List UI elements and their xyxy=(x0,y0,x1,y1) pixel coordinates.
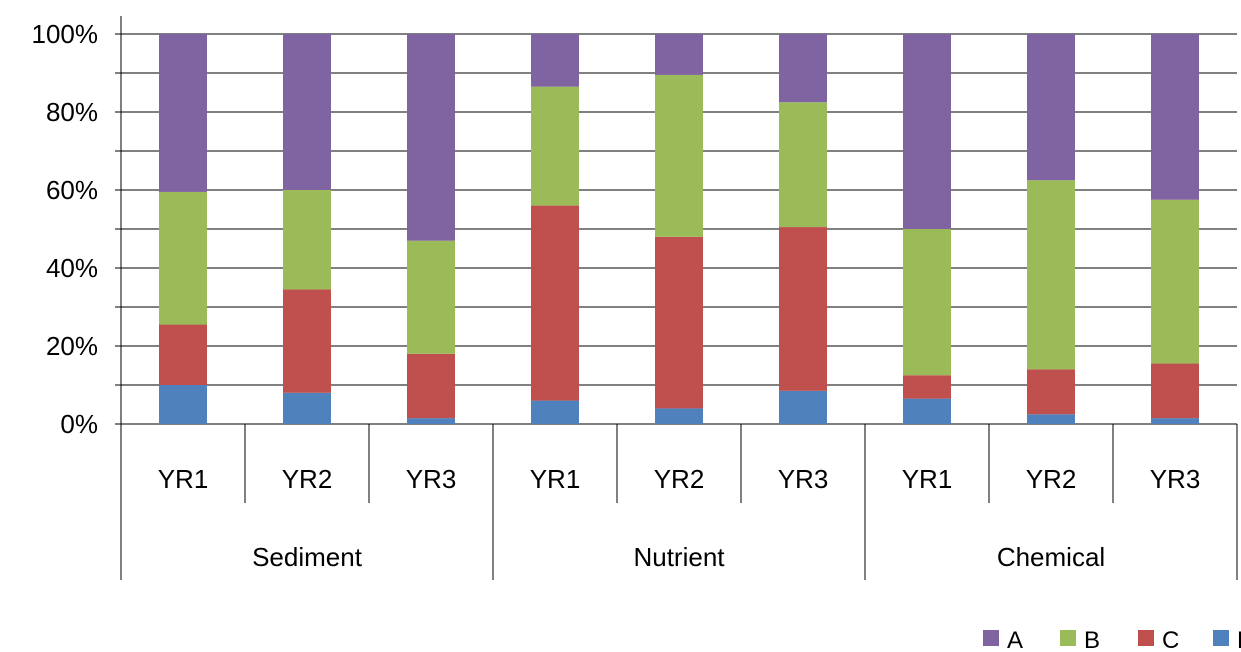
legend-label: B xyxy=(1084,627,1100,652)
bars xyxy=(159,34,1199,424)
category-label: YR2 xyxy=(1026,464,1077,494)
legend-swatch-d xyxy=(1213,630,1229,646)
bar-segment-b xyxy=(407,240,455,354)
y-tick-label: 0% xyxy=(60,409,98,439)
legend-swatch-b xyxy=(1060,630,1076,646)
bar-segment-a xyxy=(779,34,827,103)
bar-segment-d xyxy=(531,400,579,424)
bar-segment-a xyxy=(655,34,703,75)
bar-segment-c xyxy=(1027,369,1075,415)
bar-segment-d xyxy=(1151,418,1199,424)
bar-segment-a xyxy=(159,34,207,192)
category-label: YR1 xyxy=(530,464,581,494)
legend-swatch-a xyxy=(983,630,999,646)
category-label: YR3 xyxy=(406,464,457,494)
category-label: YR3 xyxy=(1150,464,1201,494)
bar-segment-d xyxy=(407,418,455,424)
legend-label: D xyxy=(1237,627,1241,652)
y-tick-label: 60% xyxy=(46,175,98,205)
bar-segment-a xyxy=(1027,34,1075,181)
bar-segment-d xyxy=(283,392,331,424)
bar-segment-c xyxy=(531,205,579,401)
bar-segment-d xyxy=(655,408,703,424)
bar-segment-c xyxy=(903,375,951,399)
y-tick-label: 20% xyxy=(46,331,98,361)
bar-segment-d xyxy=(779,390,827,424)
legend-label: C xyxy=(1162,627,1179,652)
bar-segment-b xyxy=(531,86,579,206)
bar-segment-a xyxy=(531,34,579,87)
axes: 0% 20% 40% 60% 80% 100% YR1 YR2 YR3 YR1 YR2 YR3 YR1 Y… xyxy=(32,16,1238,580)
bar-segment-c xyxy=(1151,363,1199,419)
bar-segment-c xyxy=(779,227,827,391)
bar-segment-b xyxy=(1151,199,1199,364)
bar-segment-b xyxy=(655,74,703,237)
bar-segment-c xyxy=(159,324,207,385)
group-label: Sediment xyxy=(252,542,363,572)
bar-segment-c xyxy=(407,353,455,419)
category-label: YR2 xyxy=(282,464,333,494)
bar-segment-a xyxy=(283,34,331,190)
bar-segment-d xyxy=(159,385,207,424)
bar-segment-b xyxy=(159,191,207,325)
category-label: YR1 xyxy=(158,464,209,494)
bar-segment-a xyxy=(407,34,455,241)
bar-segment-c xyxy=(283,289,331,393)
bar-segment-c xyxy=(655,236,703,409)
bar-segment-b xyxy=(1027,180,1075,370)
legend: A B C D xyxy=(983,627,1241,652)
legend-label: A xyxy=(1007,627,1023,652)
bar-segment-a xyxy=(1151,34,1199,200)
bar-segment-b xyxy=(903,229,951,376)
bar-segment-d xyxy=(1027,414,1075,424)
y-tick-label: 100% xyxy=(32,19,99,49)
group-label: Nutrient xyxy=(633,542,725,572)
category-label: YR3 xyxy=(778,464,829,494)
bar-segment-b xyxy=(283,190,331,290)
category-label: YR1 xyxy=(902,464,953,494)
y-tick-label: 40% xyxy=(46,253,98,283)
y-tick-label: 80% xyxy=(46,97,98,127)
legend-swatch-c xyxy=(1138,630,1154,646)
bar-segment-b xyxy=(779,102,827,228)
category-label: YR2 xyxy=(654,464,705,494)
bar-segment-d xyxy=(903,398,951,424)
group-label: Chemical xyxy=(997,542,1105,572)
bar-segment-a xyxy=(903,34,951,229)
